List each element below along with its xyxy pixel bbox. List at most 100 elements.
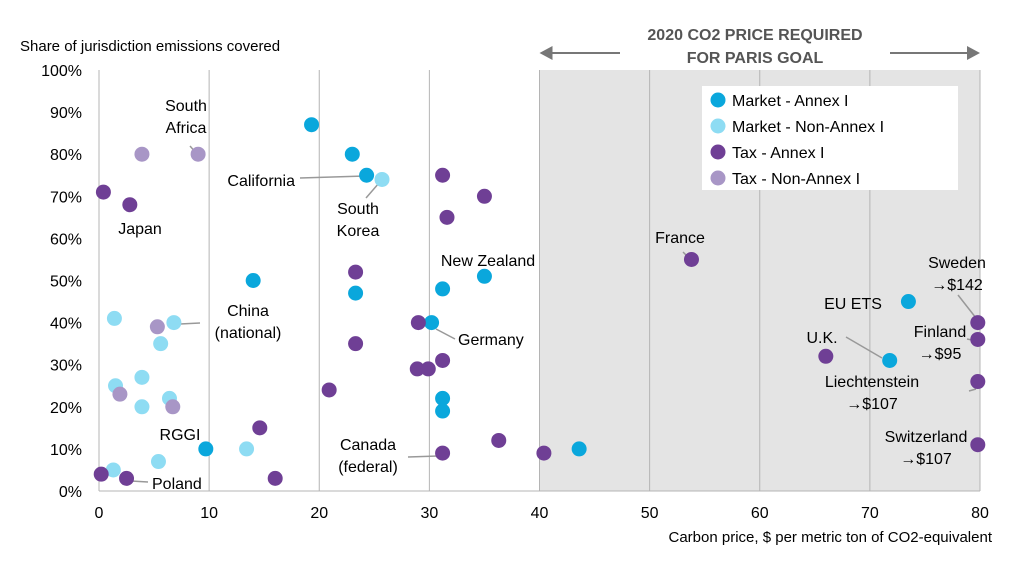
annotation-line: South <box>337 201 379 218</box>
annotation-poland: Poland <box>152 476 202 493</box>
annotation-line: Finland <box>914 324 966 341</box>
annotation-line: →$95 <box>919 346 962 363</box>
point-series-3 <box>134 146 150 162</box>
point-series-0 <box>348 285 364 301</box>
annotation-line: (federal) <box>338 459 398 476</box>
annotation-line: Switzerland <box>885 429 968 446</box>
paris-goal-banner: 2020 CO2 PRICE REQUIRED FOR PARIS GOAL <box>539 18 980 70</box>
data-points <box>93 117 986 486</box>
x-tick-label: 40 <box>531 505 549 522</box>
point-series-1 <box>374 171 390 187</box>
legend-box <box>702 86 958 190</box>
legend-label: Tax - Non-Annex I <box>732 171 860 188</box>
point-series-2 <box>348 336 364 352</box>
point-series-2 <box>435 352 451 368</box>
point-series-2 <box>970 331 986 347</box>
leader-poland <box>130 480 149 483</box>
x-tick-label: 60 <box>751 505 769 522</box>
point-series-2 <box>119 470 135 486</box>
annotation-sweden: Sweden →$142 <box>928 255 986 294</box>
point-series-2 <box>491 432 507 448</box>
point-series-2 <box>435 167 451 183</box>
annotation-line: New Zealand <box>441 253 535 270</box>
x-tick-label: 10 <box>200 505 218 522</box>
x-tick-label: 70 <box>861 505 879 522</box>
point-series-1 <box>166 315 182 331</box>
point-series-0 <box>476 268 492 284</box>
point-series-0 <box>571 441 587 457</box>
annotation-line: RGGI <box>160 427 201 444</box>
point-series-0 <box>900 294 916 310</box>
leader-germany <box>435 328 456 340</box>
banner-arrow-right-head <box>967 46 980 60</box>
legend-marker <box>710 92 726 108</box>
annotation-line: EU ETS <box>824 296 882 313</box>
annotation-uk: U.K. <box>806 330 837 347</box>
point-series-2 <box>476 188 492 204</box>
annotation-finland: Finland →$95 <box>914 324 966 363</box>
legend-marker <box>710 144 726 160</box>
point-series-2 <box>536 445 552 461</box>
leader-south_korea <box>365 182 380 199</box>
point-series-2 <box>420 361 436 377</box>
leader-uk <box>845 336 883 359</box>
y-tick-label: 70% <box>50 189 82 206</box>
y-tick-label: 90% <box>50 105 82 122</box>
point-series-1 <box>134 369 150 385</box>
y-tick-label: 80% <box>50 147 82 164</box>
point-series-1 <box>134 399 150 415</box>
y-tick-label: 20% <box>50 400 82 417</box>
annotation-china: China (national) <box>215 303 282 342</box>
point-series-1 <box>150 454 166 470</box>
point-series-3 <box>165 399 181 415</box>
annotation-line: Canada <box>340 437 396 454</box>
point-series-2 <box>683 251 699 267</box>
point-series-1 <box>106 310 122 326</box>
point-series-2 <box>348 264 364 280</box>
legend-label: Tax - Annex I <box>732 145 825 162</box>
point-series-0 <box>304 117 320 133</box>
legend-marker <box>710 170 726 186</box>
annotation-japan: Japan <box>118 221 162 238</box>
annotation-line: (national) <box>215 325 282 342</box>
point-series-2 <box>970 374 986 390</box>
annotation-line: Poland <box>152 476 202 493</box>
legend-marker <box>710 118 726 134</box>
annotation-line: China <box>227 303 269 320</box>
annotation-line: Liechtenstein <box>825 374 919 391</box>
annotation-line: South <box>165 98 207 115</box>
point-series-2 <box>439 209 455 225</box>
legend: Market - Annex I Market - Non-Annex I Tax … <box>702 86 958 190</box>
point-series-2 <box>95 184 111 200</box>
annotation-line: California <box>227 173 295 190</box>
point-series-2 <box>410 315 426 331</box>
y-tick-label: 50% <box>50 274 82 291</box>
x-tick-label: 0 <box>95 505 104 522</box>
leader-liechtenstein <box>968 388 977 392</box>
point-series-0 <box>435 403 451 419</box>
leader-sweden <box>957 294 977 319</box>
point-series-2 <box>970 315 986 331</box>
y-axis-title: Share of jurisdiction emissions covered <box>20 38 280 55</box>
point-series-0 <box>245 273 261 288</box>
point-series-2 <box>93 466 109 482</box>
point-series-0 <box>198 441 214 457</box>
point-series-2 <box>970 437 986 453</box>
annotation-line: Sweden <box>928 255 986 272</box>
annotation-line: Japan <box>118 221 162 238</box>
annotation-labels: South Africa California South Korea Japan New … <box>118 98 986 493</box>
banner-line-1: 2020 CO2 PRICE REQUIRED <box>647 27 862 44</box>
annotation-germany: Germany <box>458 332 524 349</box>
x-tick-label: 80 <box>971 505 989 522</box>
annotation-liechtenstein: Liechtenstein →$107 <box>825 374 919 413</box>
point-series-2 <box>321 382 337 398</box>
y-tick-label: 30% <box>50 358 82 375</box>
annotation-line: Africa <box>166 120 207 137</box>
annotation-south-korea: South Korea <box>337 201 380 240</box>
point-series-1 <box>105 462 121 478</box>
point-series-0 <box>435 390 451 406</box>
x-tick-label: 50 <box>641 505 659 522</box>
point-series-1 <box>239 441 255 457</box>
banner-arrow-left-head <box>539 46 553 60</box>
